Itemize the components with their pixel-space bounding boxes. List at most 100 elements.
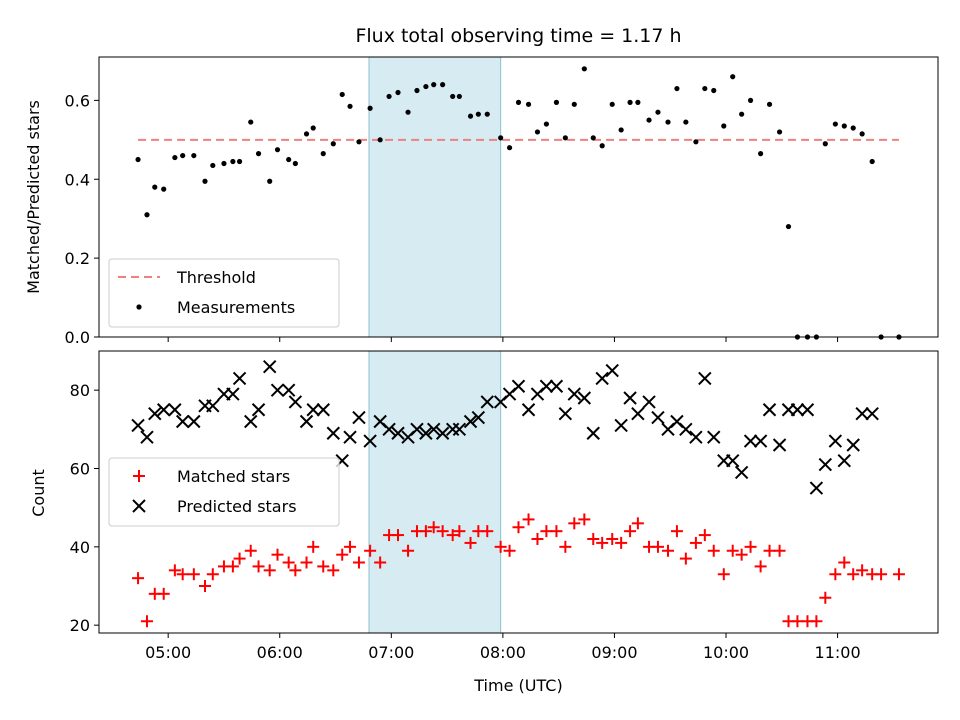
measurement-point [292,160,298,167]
measurement-point [484,111,490,117]
measurement-point [618,127,624,133]
matched-star-point [512,521,525,534]
predicted-star-point [818,457,833,472]
predicted-star-point [689,430,703,444]
measurement-point [693,139,699,145]
predicted-star-point [410,422,424,437]
matched-star-point [550,525,563,538]
predicted-star-point [855,406,869,421]
measurement-point [248,119,254,125]
matched-star-point [754,560,767,573]
measurement-point [543,121,549,127]
predicted-star-point [288,395,303,409]
predicted-star-point [846,438,860,452]
predicted-star-point [157,403,171,417]
predicted-star-point [232,371,247,386]
x-tick-label: 06:00 [257,643,303,662]
bottom-plot-frame [98,350,939,634]
measurement-point [423,83,429,90]
predicted-star-point [521,403,536,417]
measurement-point [683,119,689,125]
measurement-point [730,74,736,80]
legend-matched-marker [133,470,145,482]
measurement-point [144,212,150,218]
predicted-star-point [698,371,712,386]
matched-star-point [198,580,211,592]
matched-star-point [344,540,357,553]
measurement-point [405,109,411,115]
measurement-point [255,151,262,157]
predicted-star-point [631,406,645,421]
bottom-shaded-span [368,350,502,634]
top-legend: Threshold Measurements [108,258,340,328]
predicted-star-point [206,399,220,413]
measurement-point [456,93,462,100]
matched-star-point [587,533,600,545]
measurement-point [702,85,708,92]
matched-star-point [838,556,851,569]
matched-star-point [568,517,581,530]
measurement-point [859,131,865,137]
bottom-y-tick-label: 40 [70,538,90,557]
top-shaded-span [368,56,502,338]
measurement-point [339,91,345,98]
matched-star-point [717,568,730,581]
measurement-point [320,151,326,157]
matched-star-point [317,560,330,573]
predicted-star-point [577,391,592,405]
matched-star-point [132,572,145,585]
measurement-point [467,113,474,119]
predicted-star-point [299,414,314,429]
matched-star-point [436,525,449,538]
legend-matched-label: Matched stars [177,467,290,486]
matched-star-point [744,540,757,553]
matched-star-point [392,529,405,542]
legend-predicted-label: Predicted stars [177,497,297,516]
measurement-point [172,154,178,161]
predicted-star-point [549,379,564,393]
matched-star-point [856,564,869,577]
predicted-star-point [800,403,815,417]
x-axis-label: Time (UTC) [473,676,562,695]
matched-star-point [233,552,246,565]
predicted-star-point [558,406,573,421]
predicted-star-point [140,430,154,444]
matched-star-point [364,544,377,557]
measurement-point [758,151,764,157]
predicted-star-point [363,434,377,448]
measurement-point [739,111,745,117]
matched-star-point [559,540,572,553]
measurement-point [581,66,587,72]
measurement-point [785,223,792,230]
matched-star-point [187,568,200,581]
measurement-point [553,99,560,105]
matched-star-point [624,525,637,538]
matched-star-point [494,540,507,553]
measurement-point [627,99,633,105]
matched-star-point [847,568,860,581]
measurement-point [135,156,141,163]
measurement-point [832,121,838,127]
x-tick-label: 11:00 [815,643,861,662]
measurement-point [869,158,875,165]
measurement-point [599,143,605,149]
predicted-star-point [762,403,777,417]
measurement-point [635,99,641,105]
matched-star-point [631,517,644,530]
measurement-point [776,129,783,135]
matched-star-point [289,564,302,577]
measurement-point [506,145,513,151]
measurement-point [236,158,243,165]
measurement-point [450,93,456,100]
matched-star-point [176,568,189,581]
predicted-star-point [605,363,619,378]
predicted-star-point [270,383,285,397]
predicted-star-point [435,426,450,440]
x-tick-label: 07:00 [368,643,414,662]
predicted-star-point [790,403,805,417]
predicted-star-point [651,410,665,425]
predicted-star-point [595,371,609,386]
predicted-star-point [480,395,494,409]
top-y-tick-label: 0.4 [65,170,90,189]
